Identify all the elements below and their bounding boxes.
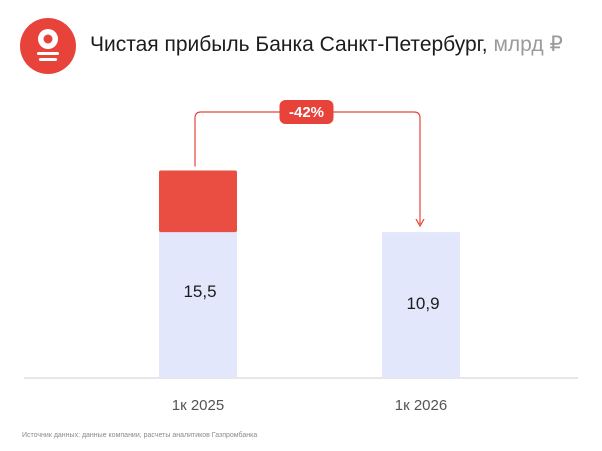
chart-title-unit: млрд ₽ <box>493 33 563 56</box>
change-badge <box>279 100 334 124</box>
value-label-2: 10,9 <box>406 294 439 313</box>
bar-2 <box>382 232 460 378</box>
change-badge-label: -42% <box>289 104 324 121</box>
source-note: Источник данных: данные компании, расчет… <box>22 432 258 439</box>
category-label-1: 1к 2025 <box>172 397 224 414</box>
category-label-2: 1к 2026 <box>395 397 447 414</box>
bank-logo-icon <box>20 18 76 74</box>
arrow-head-icon <box>415 218 425 228</box>
chart-title-text: Чистая прибыль Банка Санкт-Петербург, <box>90 33 488 56</box>
value-label-1: 15,5 <box>183 282 216 301</box>
chart-title: Чистая прибыль Банка Санкт-Петербург, мл… <box>90 32 563 57</box>
decline-segment <box>159 170 237 233</box>
chart-header: Чистая прибыль Банка Санкт-Петербург, мл… <box>20 18 580 74</box>
